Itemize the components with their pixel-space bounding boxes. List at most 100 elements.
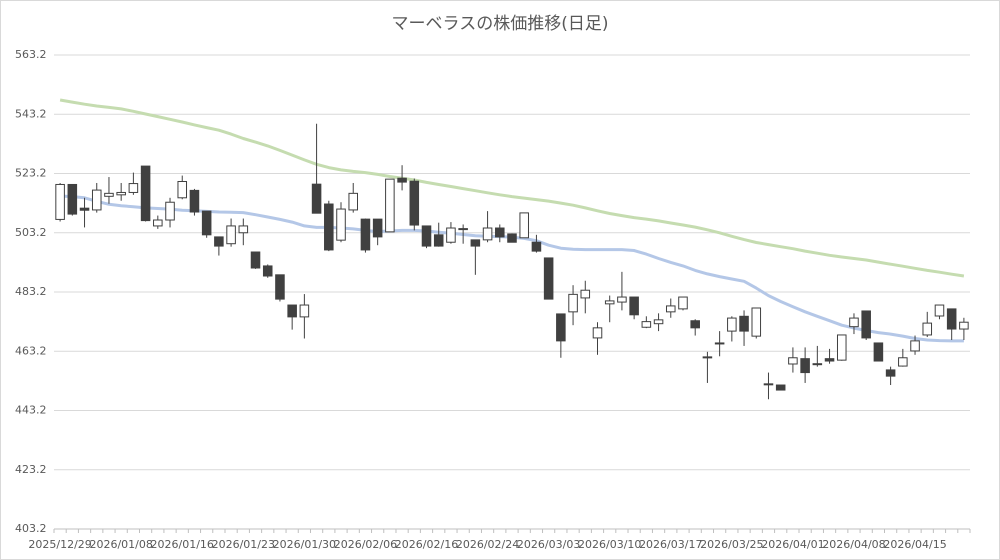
candle-body bbox=[201, 210, 212, 236]
moving-average-line bbox=[59, 98, 965, 278]
candle-body bbox=[336, 208, 346, 241]
x-tick-label: 2026/04/08 bbox=[822, 538, 885, 551]
candle-body bbox=[800, 358, 810, 374]
candle-body bbox=[849, 317, 859, 328]
candle-body bbox=[385, 178, 395, 233]
candle-body bbox=[67, 183, 78, 215]
candle-body bbox=[262, 265, 273, 277]
candle-body bbox=[275, 274, 285, 300]
candle-body bbox=[470, 239, 481, 247]
candle-body bbox=[763, 383, 774, 386]
candle-body bbox=[91, 189, 102, 211]
candle-body bbox=[79, 207, 90, 211]
candle-body bbox=[946, 308, 957, 330]
candle-body bbox=[910, 340, 920, 352]
x-tick-label: 2026/01/30 bbox=[273, 538, 336, 551]
candle-body bbox=[775, 384, 786, 391]
candle-body bbox=[299, 304, 310, 318]
y-tick-label: 463.2 bbox=[15, 344, 47, 357]
candle-body bbox=[959, 321, 969, 330]
candle-body bbox=[421, 225, 432, 247]
candle-body bbox=[543, 257, 554, 300]
candle-body bbox=[641, 321, 652, 328]
candle-body bbox=[507, 233, 517, 243]
y-tick-label: 503.2 bbox=[15, 226, 47, 239]
candle-body bbox=[495, 227, 505, 238]
candle-body bbox=[739, 315, 749, 332]
candle-body bbox=[324, 203, 334, 251]
candle-body bbox=[702, 356, 713, 359]
candle-body bbox=[519, 212, 529, 239]
candle-body bbox=[861, 310, 871, 339]
candle-body bbox=[934, 304, 945, 317]
y-tick-label: 543.2 bbox=[15, 107, 47, 120]
candle-body bbox=[165, 201, 175, 221]
candle-body bbox=[153, 219, 163, 227]
candle-body bbox=[104, 192, 114, 197]
candle-body bbox=[556, 313, 566, 342]
candle-body bbox=[348, 192, 359, 211]
x-tick-label: 2026/03/17 bbox=[639, 538, 702, 551]
candle-body bbox=[116, 191, 126, 196]
y-tick-label: 423.2 bbox=[15, 463, 47, 476]
x-tick-label: 2026/02/06 bbox=[334, 538, 397, 551]
x-tick-label: 2025/12/29 bbox=[28, 538, 91, 551]
candle-body bbox=[250, 251, 261, 269]
y-tick-label: 403.2 bbox=[15, 522, 47, 535]
candle-body bbox=[128, 183, 139, 193]
x-tick-label: 2026/04/01 bbox=[761, 538, 824, 551]
candle-body bbox=[446, 227, 456, 243]
candle-body bbox=[311, 183, 322, 214]
candle-body bbox=[617, 296, 627, 303]
candle-body bbox=[836, 334, 847, 361]
candle-body bbox=[824, 358, 835, 362]
candle-body bbox=[788, 357, 798, 365]
candle-body bbox=[604, 300, 615, 305]
x-tick-label: 2026/02/24 bbox=[456, 538, 519, 551]
candle-body bbox=[727, 317, 737, 332]
candle-body bbox=[751, 307, 762, 337]
candle-body bbox=[397, 177, 407, 183]
chart-title: マーベラスの株価推移(日足) bbox=[392, 14, 609, 34]
x-tick-label: 2026/02/16 bbox=[395, 538, 458, 551]
candle-body bbox=[714, 342, 725, 345]
candle-body bbox=[690, 320, 700, 329]
candle-body bbox=[372, 218, 383, 238]
candle-body bbox=[409, 180, 420, 226]
y-tick-label: 523.2 bbox=[15, 167, 47, 180]
x-tick-label: 2026/01/23 bbox=[212, 538, 275, 551]
candle-body bbox=[238, 225, 249, 234]
candle-body bbox=[189, 189, 200, 213]
candle-body bbox=[665, 305, 676, 313]
candle-body bbox=[433, 234, 444, 247]
candle-body bbox=[482, 227, 493, 241]
candle-body bbox=[885, 369, 896, 377]
candle-body bbox=[214, 236, 224, 247]
candle-body bbox=[531, 241, 542, 252]
x-tick-label: 2026/04/15 bbox=[883, 538, 946, 551]
candle-body bbox=[592, 327, 603, 339]
candle-body bbox=[580, 289, 591, 299]
candle-body bbox=[653, 319, 664, 325]
candle-body bbox=[898, 357, 908, 367]
x-tick-label: 2026/03/25 bbox=[700, 538, 763, 551]
x-tick-label: 2026/01/08 bbox=[89, 538, 152, 551]
candle-body bbox=[226, 225, 236, 245]
candle-body bbox=[360, 218, 371, 251]
y-tick-label: 443.2 bbox=[15, 404, 47, 417]
x-tick-label: 2026/03/03 bbox=[517, 538, 580, 551]
candle-body bbox=[568, 293, 578, 313]
y-tick-label: 483.2 bbox=[15, 285, 47, 298]
candle-body bbox=[458, 228, 468, 231]
candle-body bbox=[55, 183, 65, 220]
candle-body bbox=[177, 180, 188, 199]
candle-body bbox=[873, 342, 884, 362]
y-tick-label: 563.2 bbox=[15, 48, 47, 61]
candle-body bbox=[140, 165, 151, 222]
candle-body bbox=[812, 363, 823, 366]
x-tick-label: 2026/01/16 bbox=[151, 538, 214, 551]
x-tick-label: 2026/03/10 bbox=[578, 538, 641, 551]
candle-body bbox=[287, 304, 297, 318]
candle-body bbox=[629, 296, 639, 316]
